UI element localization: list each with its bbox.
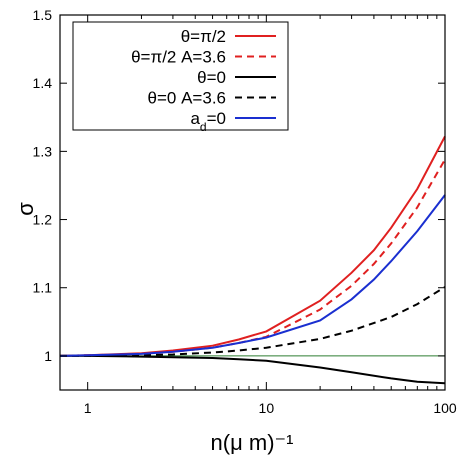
- legend-label-3: θ=0 A=3.6: [148, 89, 226, 108]
- axis-ticks: 1 1.1 1.2 1.3 1.4 1.5 1 10 100: [33, 7, 457, 416]
- legend: θ=π/2θ=π/2 A=3.6θ=0θ=0 A=3.6ad=0: [72, 21, 289, 134]
- legend-label-1: θ=π/2 A=3.6: [131, 48, 226, 67]
- legend-box: [72, 21, 289, 131]
- y-tick-label: 1.4: [33, 75, 53, 91]
- y-axis-title: σ: [13, 202, 38, 216]
- x-tick-label: 10: [259, 400, 275, 416]
- x-tick-label: 100: [433, 400, 457, 416]
- y-tick-label: 1.5: [33, 7, 53, 23]
- y-tick-label: 1.1: [33, 280, 53, 296]
- series-line-2: [60, 354, 446, 385]
- legend-label-2: θ=0: [197, 68, 226, 87]
- series-line-3: [60, 286, 446, 357]
- legend-label-0: θ=π/2: [181, 27, 226, 46]
- y-tick-label: 1.3: [33, 143, 53, 159]
- series-line-4: [59, 194, 446, 357]
- plot-frame: [59, 14, 446, 391]
- y-tick-label: 1.2: [33, 212, 53, 228]
- x-tick-label: 1: [84, 400, 92, 416]
- x-axis-title: n(μ m)⁻¹: [211, 430, 294, 455]
- series-lines: [59, 135, 446, 385]
- y-tick-label: 1: [44, 348, 52, 364]
